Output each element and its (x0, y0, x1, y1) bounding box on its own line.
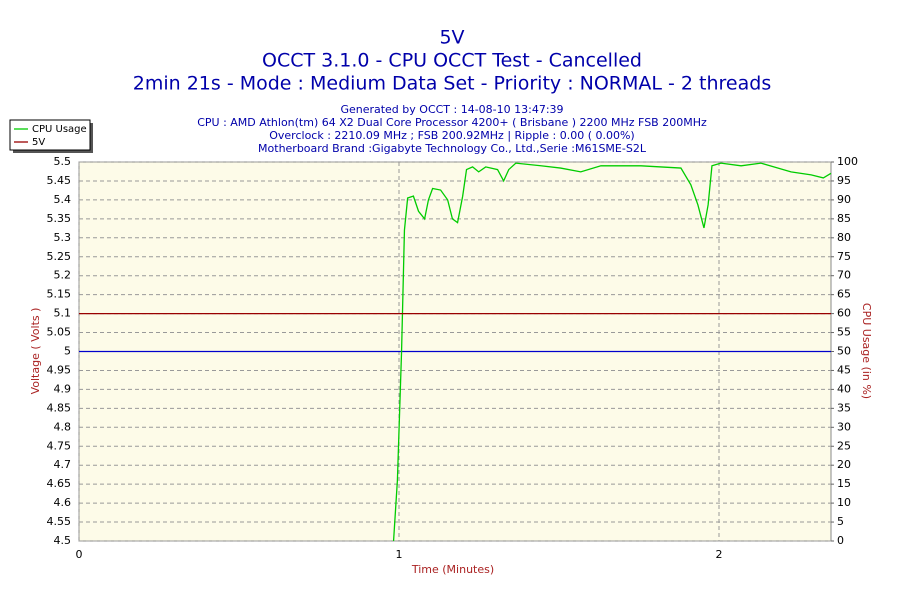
y-tick-label: 4.75 (47, 439, 72, 452)
y-tick-label: 5.5 (54, 155, 72, 168)
y2-tick-label: 80 (837, 231, 851, 244)
y-axis-label: Voltage ( Volts ) (29, 308, 42, 395)
info-line: CPU : AMD Athlon(tm) 64 X2 Dual Core Pro… (197, 116, 707, 129)
y2-tick-label: 60 (837, 307, 851, 320)
y2-tick-label: 75 (837, 250, 851, 263)
y-tick-label: 4.55 (47, 515, 72, 528)
y2-tick-label: 5 (837, 515, 844, 528)
y-tick-label: 5.05 (47, 326, 72, 339)
chart-subtitle: 2min 21s - Mode : Medium Data Set - Prio… (133, 73, 771, 95)
y-tick-label: 5.45 (47, 174, 72, 187)
y2-tick-label: 35 (837, 401, 851, 414)
y-tick-label: 4.95 (47, 363, 72, 376)
y-tick-label: 5.15 (47, 288, 72, 301)
y-tick-label: 4.9 (54, 382, 72, 395)
y2-tick-label: 55 (837, 326, 851, 339)
legend (9, 119, 91, 151)
y2-tick-label: 20 (837, 458, 851, 471)
series-line (392, 162, 832, 542)
info-line: Overclock : 2210.09 MHz ; FSB 200.92MHz … (269, 129, 634, 142)
y-tick-label: 5.3 (54, 231, 72, 244)
y2-tick-label: 15 (837, 477, 851, 490)
y-tick-label: 5.1 (54, 307, 72, 320)
legend-label: 5V (32, 137, 45, 148)
y2-tick-label: 100 (837, 155, 858, 168)
y2-tick-label: 50 (837, 345, 851, 358)
y-tick-label: 5.35 (47, 212, 72, 225)
y-tick-label: 4.85 (47, 401, 72, 414)
y-tick-label: 4.65 (47, 477, 72, 490)
y2-axis-label: CPU Usage (in %) (860, 303, 873, 399)
y-tick-label: 5.2 (54, 269, 72, 282)
y-tick-label: 4.8 (54, 420, 72, 433)
y-tick-label: 5 (64, 345, 71, 358)
y-tick-label: 4.6 (54, 496, 72, 509)
x-tick-label: 0 (76, 548, 83, 561)
y2-tick-label: 70 (837, 269, 851, 282)
y2-tick-label: 65 (837, 288, 851, 301)
y-tick-label: 5.4 (54, 193, 72, 206)
y2-tick-label: 25 (837, 439, 851, 452)
y-tick-label: 4.5 (54, 534, 72, 547)
legend-label: CPU Usage (32, 124, 87, 135)
info-line: Motherboard Brand :Gigabyte Technology C… (258, 142, 647, 155)
y2-tick-label: 90 (837, 193, 851, 206)
chart-subtitle: OCCT 3.1.0 - CPU OCCT Test - Cancelled (262, 50, 642, 72)
y2-tick-label: 40 (837, 382, 851, 395)
y-tick-label: 5.25 (47, 250, 72, 263)
x-tick-label: 2 (716, 548, 723, 561)
x-axis-label: Time (Minutes) (411, 563, 494, 576)
y2-tick-label: 85 (837, 212, 851, 225)
y2-tick-label: 30 (837, 420, 851, 433)
y-tick-label: 4.7 (54, 458, 72, 471)
y2-tick-label: 0 (837, 534, 844, 547)
y2-tick-label: 10 (837, 496, 851, 509)
x-tick-label: 1 (396, 548, 403, 561)
info-line: Generated by OCCT : 14-08-10 13:47:39 (340, 103, 563, 116)
y2-tick-label: 45 (837, 363, 851, 376)
y2-tick-label: 95 (837, 174, 851, 187)
chart-title: 5V (439, 27, 464, 49)
